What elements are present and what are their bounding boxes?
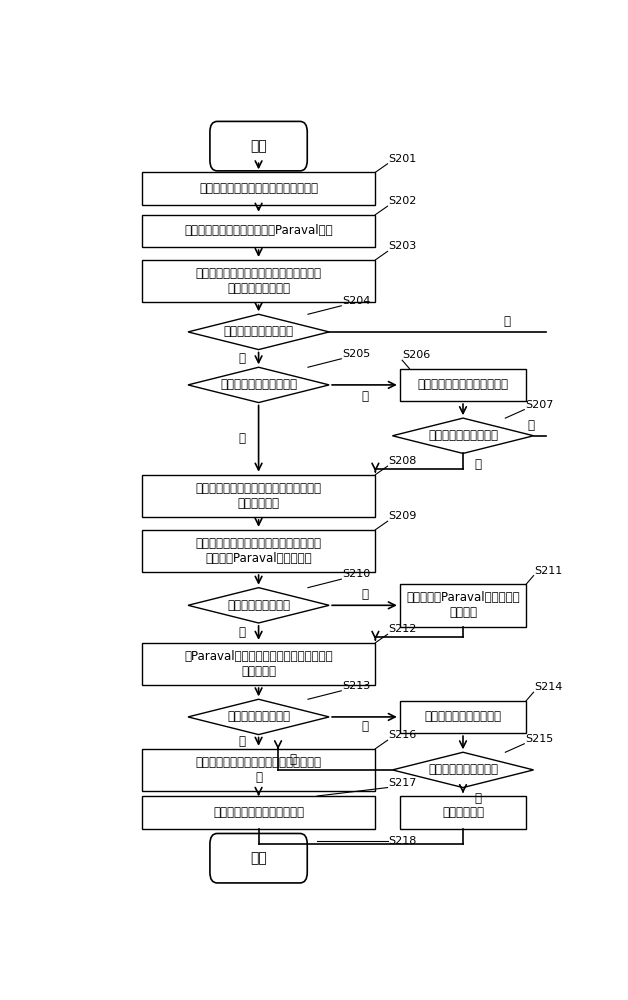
FancyBboxPatch shape: [142, 215, 376, 247]
Text: 根据参数描述信息，从第一参数字典中读
取对应的Paraval对象的数据: 根据参数描述信息，从第一参数字典中读 取对应的Paraval对象的数据: [195, 537, 322, 565]
Text: 存在特殊处理事件？: 存在特殊处理事件？: [227, 599, 290, 612]
Text: S218: S218: [389, 836, 417, 846]
Text: S204: S204: [342, 296, 371, 306]
Text: S217: S217: [389, 778, 417, 788]
Text: 从第一功能对象中读取发送帧所需参数的
参数描述信息: 从第一功能对象中读取发送帧所需参数的 参数描述信息: [195, 482, 322, 510]
Text: 根据从设备基本信息生成发送帧的有效数
据: 根据从设备基本信息生成发送帧的有效数 据: [195, 756, 322, 784]
Polygon shape: [188, 314, 329, 350]
Text: 获取第一功能码对应的发送帧所需参数: 获取第一功能码对应的发送帧所需参数: [199, 182, 318, 195]
FancyBboxPatch shape: [142, 530, 376, 572]
Text: 是: 是: [238, 352, 245, 365]
Text: S202: S202: [389, 196, 417, 206]
Text: S209: S209: [389, 511, 417, 521]
FancyBboxPatch shape: [142, 475, 376, 517]
Text: 对发送帧进行后处理操作: 对发送帧进行后处理操作: [425, 710, 502, 723]
Text: 是: 是: [361, 390, 368, 403]
Text: 根据发送帧所需参数映射生成Paraval对象: 根据发送帧所需参数映射生成Paraval对象: [184, 224, 333, 237]
Text: S208: S208: [389, 456, 417, 466]
Text: 对所述发送帧进行预处理操作: 对所述发送帧进行预处理操作: [418, 378, 509, 391]
Text: 存在帧后处理事件？: 存在帧后处理事件？: [227, 710, 290, 723]
Text: 否: 否: [238, 432, 245, 445]
Text: S203: S203: [389, 241, 417, 251]
Text: 是: 是: [361, 720, 368, 733]
Text: S211: S211: [534, 566, 563, 576]
Polygon shape: [188, 699, 329, 735]
Text: 从预设的功能码字典中查找与第一功能码
对应的第一功能对象: 从预设的功能码字典中查找与第一功能码 对应的第一功能对象: [195, 267, 322, 295]
Text: 将发送帧发送至相应的从设备: 将发送帧发送至相应的从设备: [213, 806, 304, 819]
Polygon shape: [392, 418, 534, 453]
Text: 是: 是: [474, 458, 481, 471]
FancyBboxPatch shape: [142, 796, 376, 829]
Text: S216: S216: [389, 730, 417, 740]
Text: 否: 否: [238, 735, 245, 748]
Text: 查找到第一功能对象？: 查找到第一功能对象？: [224, 325, 293, 338]
FancyBboxPatch shape: [400, 369, 526, 401]
Text: S207: S207: [525, 400, 554, 410]
Text: 否: 否: [528, 419, 534, 432]
Text: 否: 否: [503, 315, 511, 328]
Text: S213: S213: [342, 681, 371, 691]
Text: 是: 是: [289, 753, 296, 766]
FancyBboxPatch shape: [142, 172, 376, 205]
Text: 否: 否: [238, 626, 245, 639]
Text: S206: S206: [402, 350, 430, 360]
FancyBboxPatch shape: [142, 260, 376, 302]
FancyBboxPatch shape: [210, 121, 307, 171]
FancyBboxPatch shape: [400, 796, 526, 829]
Text: 后处理操作执行成功？: 后处理操作执行成功？: [428, 763, 498, 776]
FancyBboxPatch shape: [142, 749, 376, 791]
FancyBboxPatch shape: [400, 584, 526, 627]
Text: S205: S205: [342, 349, 371, 359]
Text: 存在发送帧预处理事件？: 存在发送帧预处理事件？: [220, 378, 297, 391]
Text: 否: 否: [474, 792, 481, 805]
Text: 开始: 开始: [250, 139, 267, 153]
Polygon shape: [188, 367, 329, 403]
Text: S215: S215: [525, 734, 553, 744]
Text: 返回错误信息: 返回错误信息: [442, 806, 484, 819]
Text: S201: S201: [389, 154, 417, 164]
Text: S214: S214: [534, 682, 563, 692]
Polygon shape: [188, 588, 329, 623]
Text: S210: S210: [342, 569, 371, 579]
FancyBboxPatch shape: [400, 701, 526, 733]
FancyBboxPatch shape: [142, 643, 376, 685]
Text: 是: 是: [361, 588, 368, 601]
Text: S212: S212: [389, 624, 417, 634]
Polygon shape: [392, 752, 534, 788]
Text: 结束: 结束: [250, 851, 267, 865]
FancyBboxPatch shape: [210, 833, 307, 883]
Text: 预处理操作执行成功？: 预处理操作执行成功？: [428, 429, 498, 442]
Text: 将Paraval对象数据放置到发送帧的有效数
据相应位置: 将Paraval对象数据放置到发送帧的有效数 据相应位置: [184, 650, 333, 678]
Text: 对查找到的Paraval对象的数据
进行更新: 对查找到的Paraval对象的数据 进行更新: [406, 591, 520, 619]
